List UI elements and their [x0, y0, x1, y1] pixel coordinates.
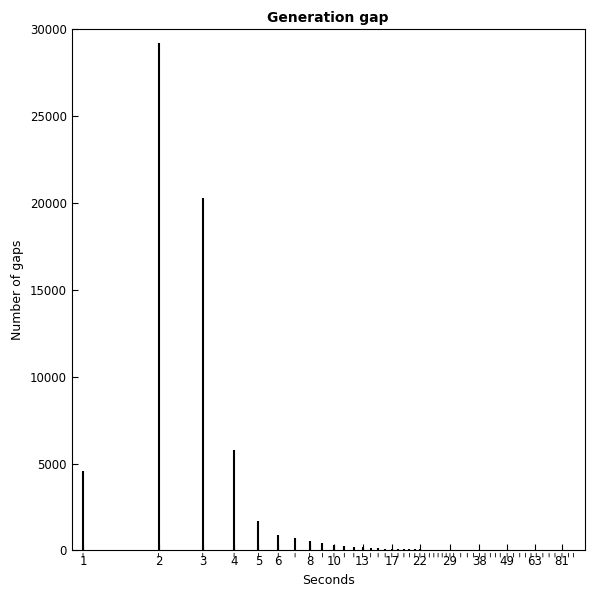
X-axis label: Seconds: Seconds — [302, 574, 355, 587]
Y-axis label: Number of gaps: Number of gaps — [11, 240, 24, 340]
Title: Generation gap: Generation gap — [268, 11, 389, 25]
